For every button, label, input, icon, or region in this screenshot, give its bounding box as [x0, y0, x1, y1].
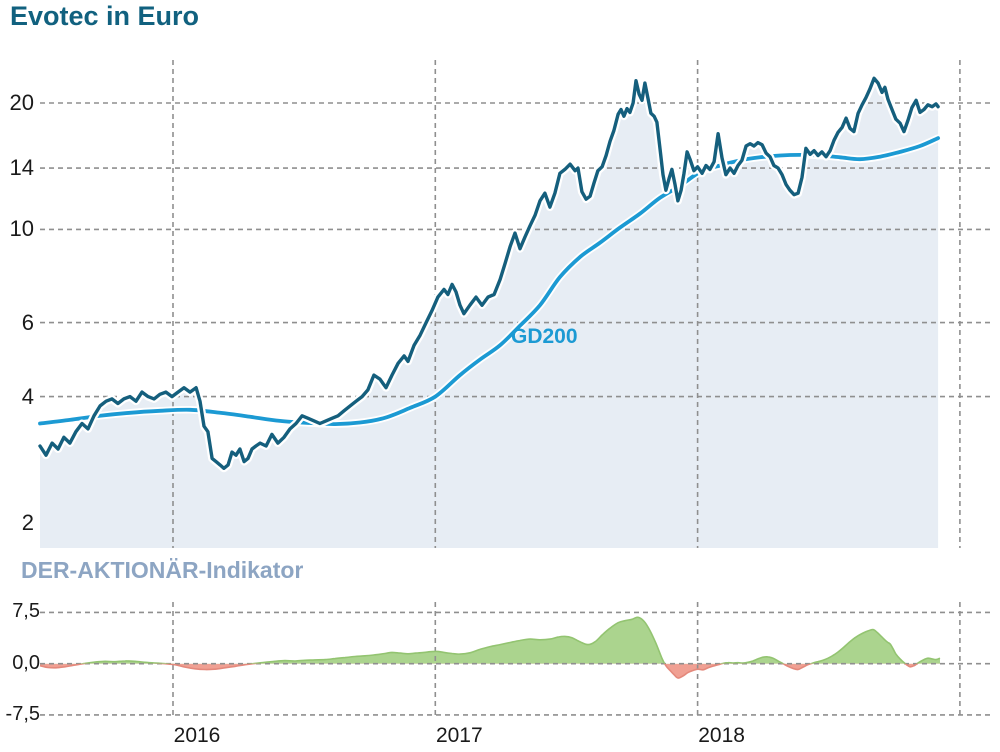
- x-tick-2017: 2017: [435, 724, 483, 747]
- price-line: [38, 76, 940, 470]
- page-title: Evotec in Euro: [10, 1, 200, 31]
- indicator-title: DER-AKTIONÄR-Indikator: [21, 557, 304, 583]
- x-tick-2016: 2016: [173, 724, 221, 747]
- main-y-tick-14: 14: [9, 155, 34, 181]
- x-tick-2018: 2018: [698, 724, 745, 747]
- indicator-positive-area: [82, 617, 940, 664]
- main-y-tick-6: 6: [21, 309, 34, 335]
- gd200-series-label: GD200: [511, 325, 578, 348]
- price-area-fill: [40, 78, 939, 549]
- main-y-tick-20: 20: [9, 90, 34, 115]
- main-y-tick-2: 2: [21, 510, 34, 535]
- main-y-tick-10: 10: [9, 216, 34, 242]
- indicator-y-tick-7,5: 7,5: [12, 600, 40, 623]
- indicator-y-tick--7,5: -7,5: [5, 702, 40, 725]
- indicator-line-positive: [78, 616, 941, 664]
- main-y-tick-4: 4: [21, 383, 34, 409]
- indicator-y-tick-0,0: 0,0: [12, 651, 40, 674]
